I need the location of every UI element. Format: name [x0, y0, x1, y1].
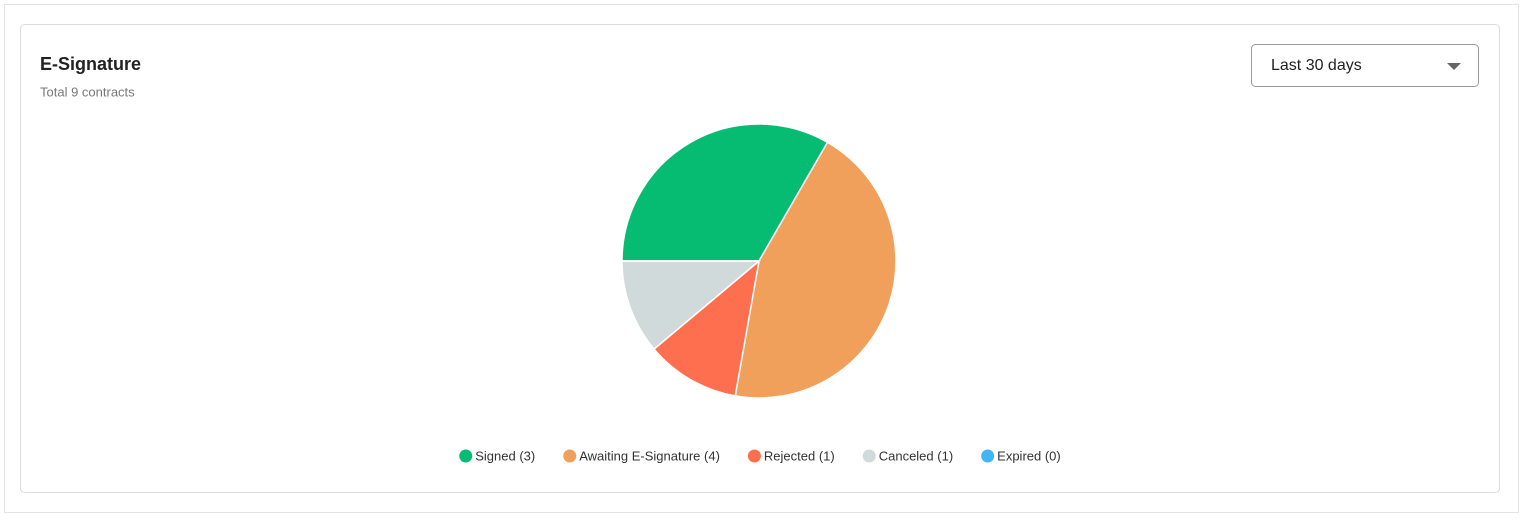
legend-label: Signed (3)	[475, 448, 535, 463]
legend-swatch	[747, 449, 761, 463]
legend-label: Awaiting E-Signature (4)	[579, 448, 720, 463]
period-dropdown[interactable]: Last 30 days	[1251, 44, 1479, 87]
pie-slice	[652, 259, 761, 397]
legend-swatch	[981, 449, 995, 463]
pie-slice	[621, 260, 762, 351]
legend-label: Canceled (1)	[879, 448, 953, 463]
dropdown-value[interactable]: Last 30 days	[1271, 57, 1362, 74]
dropdown-caret[interactable]	[1447, 63, 1461, 70]
legend-label: Rejected (1)	[764, 448, 835, 463]
pie-slice	[621, 123, 829, 262]
dropdown-box[interactable]	[1251, 44, 1479, 87]
chart-title: E-Signature	[40, 54, 141, 74]
legend-swatch	[563, 449, 577, 463]
legend-swatch	[862, 449, 876, 463]
legend-label: Expired (0)	[997, 448, 1061, 463]
pie-slice	[734, 141, 897, 399]
legend-swatch	[459, 449, 473, 463]
chart-subtitle: Total 9 contracts	[40, 84, 135, 99]
